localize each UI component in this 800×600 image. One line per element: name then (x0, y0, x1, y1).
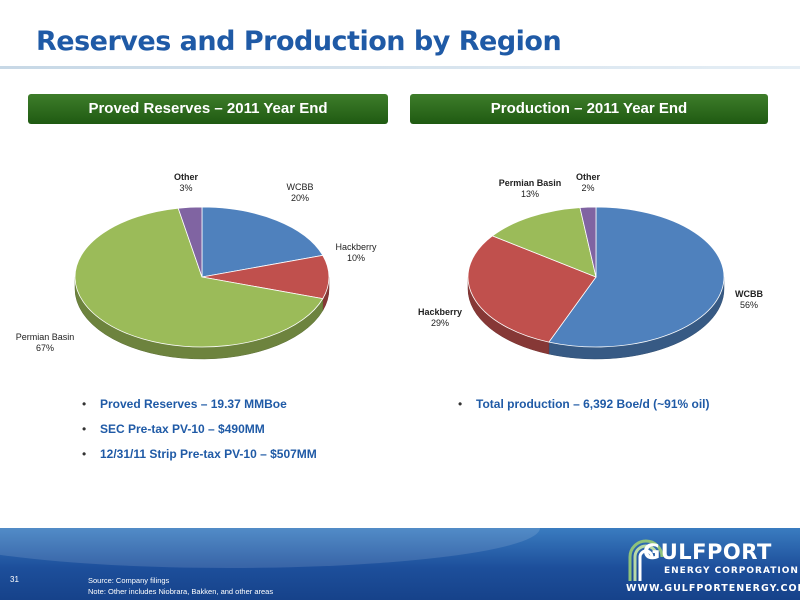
production-bullets: Total production – 6,392 Boe/d (~91% oil… (452, 396, 709, 421)
production-header: Production – 2011 Year End (410, 94, 768, 124)
pie-slice-wcbb (548, 206, 725, 348)
slice-value: 29% (431, 318, 449, 328)
page-number: 31 (10, 575, 19, 584)
slice-value: 67% (36, 343, 54, 353)
pie-slice-other (579, 206, 597, 278)
reserves-bullet: 12/31/11 Strip Pre-tax PV-10 – $507MM (76, 446, 317, 471)
page-title: Reserves and Production by Region (36, 26, 562, 57)
slice-value: 10% (347, 253, 365, 263)
slice-label: Other (174, 172, 199, 182)
pie-slice-permian-basin (491, 207, 597, 278)
gulfport-logo-icon (628, 539, 664, 581)
slice-label: Permian Basin (499, 178, 562, 188)
slice-label: WCBB (287, 182, 314, 192)
footer-band: 31 Source: Company filings Note: Other i… (0, 528, 800, 600)
pie-slice-hackberry (467, 235, 597, 343)
note-text: Note: Other includes Niobrara, Bakken, a… (88, 587, 274, 596)
reserves-header: Proved Reserves – 2011 Year End (28, 94, 388, 124)
pie-slice-other (177, 206, 203, 278)
slice-label: Hackberry (418, 307, 462, 317)
slice-value: 3% (179, 183, 192, 193)
slice-label: Permian Basin (16, 332, 75, 342)
slice-label: Hackberry (335, 242, 377, 252)
pie-slice-permian-basin (74, 207, 324, 348)
title-divider (0, 66, 800, 69)
pie-slice-hackberry (201, 254, 330, 300)
reserves-bullet: SEC Pre-tax PV-10 – $490MM (76, 421, 317, 446)
slice-value: 56% (740, 300, 758, 310)
slice-label: WCBB (735, 289, 763, 299)
reserves-bullets: Proved Reserves – 19.37 MMBoe SEC Pre-ta… (76, 396, 317, 471)
slice-value: 2% (581, 183, 594, 193)
slice-value: 20% (291, 193, 309, 203)
production-bullet: Total production – 6,392 Boe/d (~91% oil… (452, 396, 709, 421)
logo-url: WWW.GULFPORTENERGY.COM (626, 583, 800, 594)
logo-name: GULFPORT (643, 540, 772, 564)
slice-label: Other (576, 172, 601, 182)
source-text: Source: Company filings (88, 576, 170, 585)
reserves-bullet: Proved Reserves – 19.37 MMBoe (76, 396, 317, 421)
logo-subtitle: ENERGY CORPORATION (664, 566, 799, 576)
pie-slice-wcbb (201, 206, 324, 278)
slice-value: 13% (521, 189, 539, 199)
source-note: Source: Company filings Note: Other incl… (88, 575, 273, 597)
